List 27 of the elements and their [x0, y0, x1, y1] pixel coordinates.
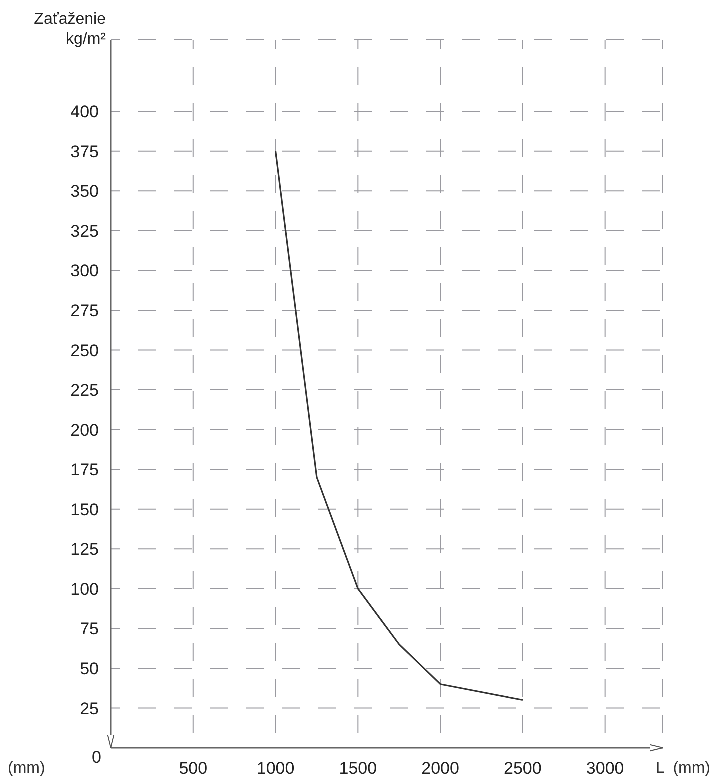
y-tick-label: 300: [70, 262, 99, 281]
y-tick-label: 350: [70, 182, 99, 202]
y-axis-title: Zaťaženie kg/m²: [34, 10, 106, 50]
x-tick-label: 1500: [339, 759, 378, 778]
x-tick-label: 2500: [504, 759, 542, 778]
x-tick-label: 500: [179, 759, 208, 778]
y-tick-label: 400: [70, 102, 99, 122]
y-tick-label: 275: [70, 302, 99, 321]
text: (mm): [8, 760, 46, 778]
x-tick-label: 3000: [586, 759, 624, 778]
y-tick-label: 325: [70, 222, 99, 241]
x-tick-label: 1000: [256, 759, 295, 778]
x-axis-title: L (mm): [656, 760, 711, 778]
line-series: [274, 150, 524, 702]
y-tick-label: 175: [70, 460, 99, 480]
y-tick-label: 50: [80, 659, 99, 678]
y-tick-label: 25: [80, 699, 99, 718]
y-tick-label: 225: [70, 381, 99, 400]
y-tick-label: 200: [70, 420, 99, 440]
y-tick-label: 375: [70, 142, 99, 162]
y-tick-label: 100: [70, 580, 99, 599]
y-tick-label: 75: [80, 620, 99, 639]
x-tick-label: 2000: [422, 759, 460, 778]
y-tick-label: 150: [70, 500, 99, 520]
y-tick-label: 0: [92, 748, 102, 768]
y-tick-label: 125: [70, 540, 99, 560]
y-tick-label: 250: [70, 341, 99, 360]
